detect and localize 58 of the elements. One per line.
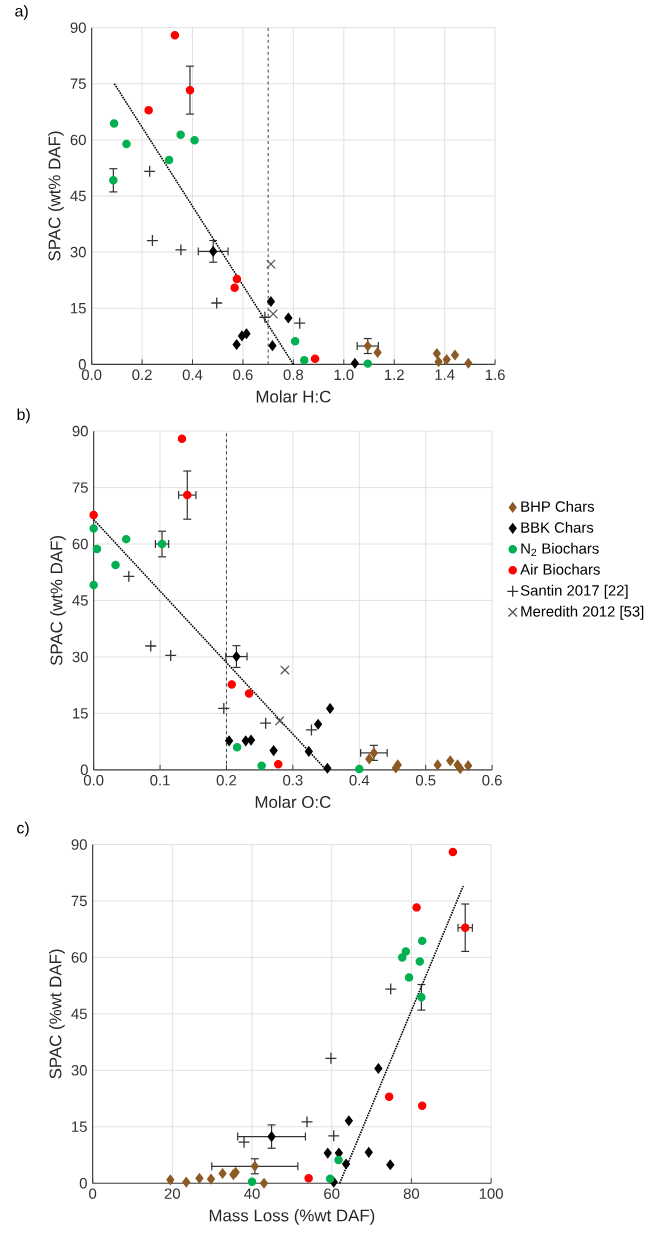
y-tick-label: 0 — [79, 1177, 87, 1189]
y-axis-title: SPAC (wt% DAF) — [49, 536, 66, 666]
y-axis-title: SPAC (%wt DAF) — [48, 949, 65, 1079]
legend-label: Air Biochars — [520, 563, 600, 575]
legend-label: Santin 2017 [22] — [520, 584, 628, 599]
x-tick-label: 80 — [403, 1188, 419, 1199]
x-tick-label: 0.8 — [283, 369, 303, 381]
y-tick-label: 45 — [70, 190, 86, 202]
y-tick-label: 15 — [72, 708, 88, 719]
y-tick-label: 30 — [70, 246, 86, 258]
legend-label: BBK Chars — [521, 521, 594, 533]
x-tick-label: 0.5 — [415, 774, 436, 786]
x-tick-label: 0.4 — [182, 369, 203, 381]
legend-label: N$_{2}$ Biochars — [521, 542, 599, 556]
y-tick-label: 60 — [71, 952, 87, 963]
legend-label: Meredith 2012 [53] — [521, 605, 644, 620]
y-tick-label: 90 — [72, 425, 88, 437]
y-tick-label: 75 — [70, 78, 86, 89]
y-tick-label: 0 — [80, 764, 88, 776]
x-tick-label: 0.3 — [282, 774, 303, 786]
x-tick-label: 0.0 — [83, 774, 104, 786]
x-tick-label: 0.2 — [132, 369, 152, 381]
x-tick-label: 0.2 — [216, 774, 236, 786]
chart-title: a) — [15, 4, 28, 20]
y-tick-label: 90 — [71, 839, 87, 850]
x-tick-label: 20 — [164, 1188, 180, 1199]
x-tick-label: 0.6 — [232, 369, 253, 381]
x-tick-label: 0.1 — [150, 774, 170, 786]
x-tick-label: 40 — [243, 1188, 260, 1199]
y-tick-label: 45 — [72, 595, 88, 606]
y-axis-title: SPAC (wt% DAF) — [47, 131, 64, 261]
y-tick-label: 60 — [72, 538, 88, 550]
x-tick-label: 0.4 — [349, 774, 369, 786]
x-tick-label: 1.4 — [435, 369, 455, 380]
y-tick-label: 75 — [72, 482, 88, 493]
x-tick-label: 1.2 — [384, 369, 404, 380]
x-axis-title: Molar O:C — [255, 795, 331, 809]
y-tick-label: 15 — [70, 303, 86, 314]
chart-title: b) — [17, 408, 30, 424]
y-tick-label: 45 — [71, 1008, 87, 1020]
y-tick-label: 75 — [71, 895, 87, 907]
x-tick-label: 1.0 — [334, 369, 354, 381]
x-tick-label: 1.6 — [485, 369, 505, 381]
x-tick-label: 0.0 — [81, 369, 102, 381]
y-tick-label: 15 — [71, 1121, 87, 1132]
x-tick-label: 0 — [88, 1188, 96, 1199]
y-tick-label: 60 — [70, 134, 86, 146]
y-tick-label: 90 — [70, 22, 86, 33]
x-tick-label: 0.6 — [482, 774, 502, 786]
x-tick-label: 60 — [324, 1188, 340, 1199]
x-tick-label: 100 — [479, 1188, 503, 1199]
x-axis-title: Mass Loss (%wt DAF) — [209, 1209, 375, 1225]
y-tick-label: 30 — [72, 651, 88, 663]
y-tick-label: 0 — [78, 359, 86, 370]
y-tick-label: 30 — [71, 1065, 87, 1076]
chart-title: c) — [16, 821, 29, 837]
x-axis-title: Molar H:C — [256, 390, 331, 403]
legend-label: BHP Chars — [521, 500, 594, 512]
